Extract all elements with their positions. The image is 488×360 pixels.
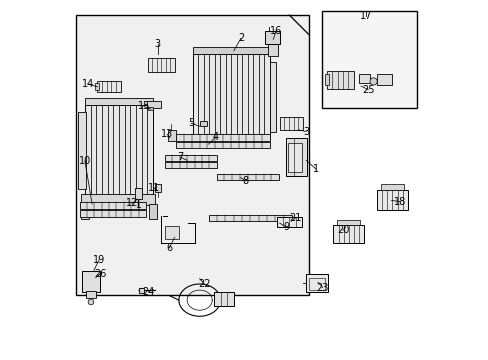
Bar	[164, 162, 217, 168]
Text: 24: 24	[142, 287, 154, 297]
Text: 23: 23	[316, 283, 328, 293]
Bar	[176, 142, 269, 148]
Bar	[176, 134, 269, 141]
Bar	[376, 74, 391, 85]
Text: 25: 25	[361, 85, 374, 95]
Bar	[80, 210, 145, 217]
Text: 10: 10	[79, 156, 91, 166]
Circle shape	[139, 288, 143, 293]
Bar	[147, 101, 160, 108]
Text: 1: 1	[312, 164, 319, 174]
Bar	[135, 188, 142, 199]
Bar	[81, 204, 89, 220]
Bar	[86, 291, 96, 298]
Text: 11: 11	[148, 183, 160, 193]
Bar	[326, 71, 353, 89]
Bar	[321, 12, 416, 108]
Bar	[305, 274, 327, 292]
Text: 13: 13	[161, 129, 173, 139]
Bar	[148, 204, 156, 220]
Bar	[336, 220, 360, 225]
Text: 5: 5	[188, 118, 194, 128]
Bar	[81, 194, 155, 205]
Bar	[214, 292, 233, 306]
Text: 26: 26	[94, 269, 106, 279]
Text: 9: 9	[283, 222, 289, 232]
Bar	[376, 190, 407, 211]
Text: 2: 2	[237, 33, 244, 43]
Bar	[168, 130, 176, 140]
Text: 21: 21	[288, 213, 301, 223]
Text: 4: 4	[212, 132, 219, 142]
Text: 14: 14	[81, 79, 94, 89]
Bar	[199, 121, 206, 126]
Bar	[216, 174, 279, 180]
Circle shape	[369, 78, 376, 85]
Bar	[380, 184, 403, 190]
Text: 15: 15	[138, 102, 150, 112]
Bar	[359, 74, 369, 83]
Bar	[80, 202, 145, 209]
Bar	[285, 138, 306, 176]
Text: 16: 16	[269, 26, 282, 36]
Bar	[333, 225, 363, 243]
Bar	[164, 155, 217, 161]
Bar	[94, 83, 99, 90]
Bar	[265, 31, 280, 44]
Bar	[287, 143, 301, 172]
Bar	[276, 217, 301, 227]
Bar	[148, 107, 152, 110]
Circle shape	[88, 299, 94, 305]
Text: 6: 6	[166, 243, 172, 253]
Text: 3: 3	[303, 127, 308, 136]
Bar	[82, 271, 100, 292]
Bar	[279, 117, 303, 130]
Text: 22: 22	[198, 279, 210, 289]
Bar	[85, 98, 153, 105]
Bar	[325, 74, 328, 85]
Bar	[78, 112, 86, 189]
Text: 19: 19	[93, 255, 105, 265]
Bar	[267, 44, 277, 56]
Text: 17: 17	[360, 11, 372, 21]
Text: 3: 3	[154, 39, 161, 49]
Bar	[85, 105, 153, 196]
Bar	[147, 58, 174, 72]
Text: 7: 7	[177, 152, 183, 162]
Bar	[208, 215, 291, 221]
Bar	[192, 54, 269, 139]
Bar	[308, 278, 324, 290]
Bar	[269, 62, 276, 132]
Bar	[139, 288, 143, 293]
Bar	[164, 226, 179, 239]
Bar	[192, 47, 269, 54]
Text: 18: 18	[393, 197, 406, 207]
Bar	[97, 81, 121, 92]
Text: 20: 20	[336, 225, 348, 235]
Text: 8: 8	[242, 176, 248, 186]
Bar	[76, 15, 308, 295]
Text: 12: 12	[126, 198, 139, 208]
Bar	[155, 184, 160, 192]
